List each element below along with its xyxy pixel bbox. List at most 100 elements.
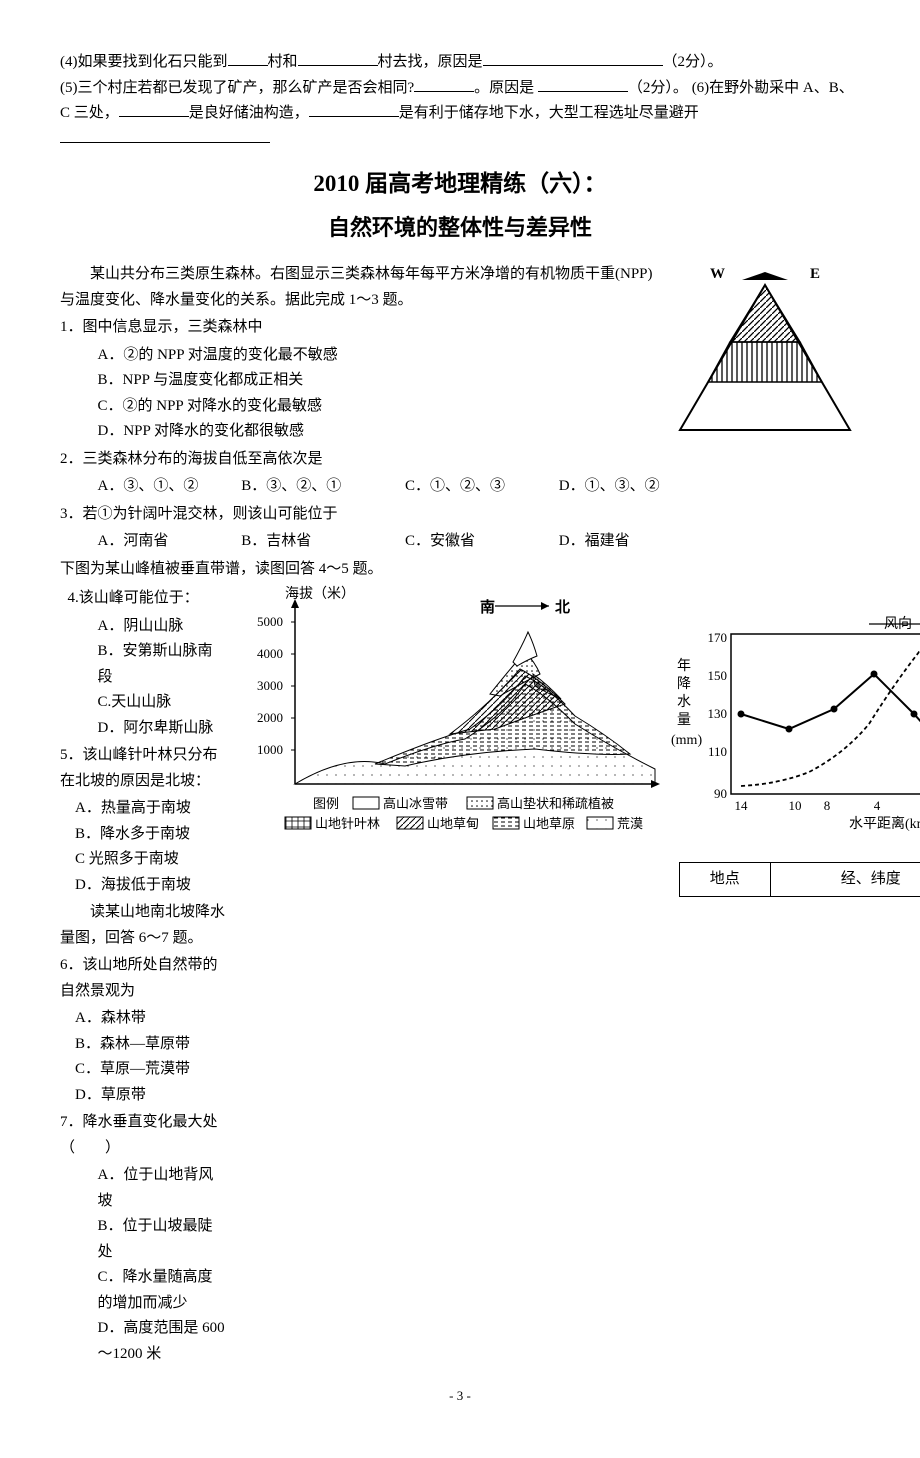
blank bbox=[228, 50, 268, 66]
q4-opt-d: D．阿尔卑斯山脉 bbox=[98, 720, 214, 736]
q-carryover-4: (4)如果要找到化石只能到 村和 村去找，原因是 （2分）。 bbox=[60, 50, 860, 76]
th-location: 地点 bbox=[679, 862, 770, 897]
ytick: 1000 bbox=[257, 742, 283, 757]
q2-opt-c: C．①、②、③ bbox=[405, 474, 555, 500]
text: （2分）。 bbox=[628, 80, 688, 96]
q4-opt-c: C.天山山脉 bbox=[98, 690, 208, 716]
mountain-profile-svg: 海拔（米） 南 北 5000 4000 3000 2000 1000 bbox=[235, 584, 665, 844]
text: (4)如果要找到化石只能到 bbox=[60, 54, 228, 70]
q2-options: A．③、①、② B．③、②、① C．①、②、③ D．①、③、② bbox=[98, 474, 861, 500]
arrow-icon bbox=[541, 602, 549, 610]
tick: 170 bbox=[707, 630, 727, 645]
q3-opt-c: C．安徽省 bbox=[405, 529, 555, 555]
legend-item: 山地针叶林 bbox=[315, 816, 380, 831]
yticks: 5000 4000 3000 2000 1000 bbox=[257, 614, 295, 757]
ytick: 4000 bbox=[257, 646, 283, 661]
ytick: 5000 bbox=[257, 614, 283, 629]
zone-mid bbox=[708, 342, 822, 382]
legend-title: 图例 bbox=[313, 796, 339, 811]
ytick: 2000 bbox=[257, 710, 283, 725]
rain-curve bbox=[741, 674, 920, 776]
q5-row2: C 光照多于南坡 D．海拔低于南坡 bbox=[75, 847, 225, 898]
precip-chart-svg: 风向 年 降 水 量 (mm) 海 拔 高 度 (m) 170 150 bbox=[669, 614, 920, 844]
title-sub: 自然环境的整体性与差异性 bbox=[60, 209, 860, 246]
tick: 130 bbox=[707, 706, 727, 721]
table-row: 地点 经、纬度 海拔高度 bbox=[679, 862, 920, 897]
legend-item: 山地草原 bbox=[523, 816, 575, 831]
char: 年 bbox=[677, 658, 691, 674]
blank bbox=[538, 76, 628, 92]
q6-row2: C．草原—荒漠带 D．草原带 bbox=[75, 1057, 225, 1108]
intro-1: 某山共分布三类原生森林。右图显示三类森林每年每平方米净增的有机物质干重(NPP)… bbox=[60, 262, 660, 313]
q-carryover-5: (5)三个村庄若都已发现了矿产，那么矿产是否会相同?。原因是 （2分）。 (6)… bbox=[60, 76, 860, 153]
q5-opt-a: A．热量高于南坡 bbox=[75, 796, 215, 822]
th-latlon: 经、纬度 bbox=[770, 862, 920, 897]
q3-opt-d: D．福建省 bbox=[559, 529, 630, 555]
q5-row1: A．热量高于南坡 B．降水多于南坡 bbox=[75, 796, 225, 847]
q6-opt-c: C．草原—荒漠带 bbox=[75, 1057, 225, 1083]
coord-table: 地点 经、纬度 海拔高度 bbox=[679, 862, 920, 898]
blank bbox=[309, 101, 399, 117]
text: (5)三个村庄若都已发现了矿产，那么矿产是否会相同? bbox=[60, 80, 414, 96]
q3-opt-b: B．吉林省 bbox=[241, 529, 401, 555]
q7-opt-a: A．位于山地背风坡 bbox=[98, 1163, 226, 1214]
figure-triangle: W E bbox=[670, 260, 860, 450]
q7-opt-c: C．降水量随高度的增加而减少 bbox=[98, 1265, 226, 1316]
ytick: 3000 bbox=[257, 678, 283, 693]
blank bbox=[414, 76, 474, 92]
legend-item: 高山垫状和稀疏植被 bbox=[497, 796, 614, 811]
q2-opt-b: B．③、②、① bbox=[241, 474, 401, 500]
south-label: 南 bbox=[480, 598, 495, 616]
char: 水 bbox=[677, 694, 691, 710]
text: 村和 bbox=[268, 54, 298, 70]
q5-opt-c: C 光照多于南坡 bbox=[75, 847, 215, 873]
q3-options: A．河南省 B．吉林省 C．安徽省 D．福建省 bbox=[98, 529, 861, 555]
zone-top bbox=[730, 285, 800, 342]
y1ticks: 170 150 130 110 90 bbox=[707, 630, 727, 801]
tick: 4 bbox=[874, 798, 881, 813]
tick: 8 bbox=[824, 798, 831, 813]
title-main: 2010 届高考地理精练（六）： bbox=[60, 164, 860, 203]
tick: 90 bbox=[714, 786, 727, 801]
figures-right: 海拔（米） 南 北 5000 4000 3000 2000 1000 bbox=[235, 584, 920, 897]
page-number: - 3 - bbox=[60, 1385, 860, 1407]
legend-item: 荒漠 bbox=[617, 816, 643, 831]
q7-opt-d: D．高度范围是 600～1200 米 bbox=[98, 1316, 226, 1367]
q1-opt-a: A．②的 NPP 对温度的变化最不敏感 bbox=[98, 343, 661, 369]
q1-opt-c: C．②的 NPP 对降水的变化最敏感 bbox=[98, 394, 661, 420]
q4-row1: A．阴山山脉 B．安第斯山脉南段 bbox=[98, 614, 226, 691]
section-q4-7: 4.该山峰可能位于： A．阴山山脉 B．安第斯山脉南段 C.天山山脉 D．阿尔卑… bbox=[60, 584, 860, 1367]
q1-opt-d: D．NPP 对降水的变化都很敏感 bbox=[98, 419, 661, 445]
q6-opt-a: A．森林带 bbox=[75, 1006, 225, 1032]
y1label: 年 降 水 量 (mm) bbox=[671, 658, 702, 748]
q4-row2: C.天山山脉 D．阿尔卑斯山脉 bbox=[98, 690, 226, 741]
text: 是良好储油构造， bbox=[189, 105, 309, 121]
label-w: W bbox=[710, 266, 725, 282]
q1-opt-b: B．NPP 与温度变化都成正相关 bbox=[98, 368, 661, 394]
q4-stem: 4.该山峰可能位于： bbox=[68, 586, 226, 612]
text: 村去找，原因是 bbox=[378, 54, 483, 70]
blank bbox=[298, 50, 378, 66]
q6-opt-b: B．森林—草原带 bbox=[75, 1036, 190, 1052]
q6-stem: 6．该山地所处自然带的自然景观为 bbox=[60, 953, 225, 1004]
xlabel: 水平距离(km) bbox=[849, 815, 920, 832]
q5-opt-b: B．降水多于南坡 bbox=[75, 826, 190, 842]
unit: (mm) bbox=[671, 733, 702, 748]
q7-opt-b: B．位于山坡最陡处 bbox=[98, 1214, 226, 1265]
ylabel: 海拔（米） bbox=[285, 586, 355, 602]
legend-item: 山地草甸 bbox=[427, 816, 479, 831]
tick: 150 bbox=[707, 668, 727, 683]
q6-row1: A．森林带 B．森林—草原带 bbox=[75, 1006, 225, 1057]
q4-opt-a: A．阴山山脉 bbox=[98, 614, 208, 640]
text: （2分）。 bbox=[663, 54, 723, 70]
arrow-icon bbox=[742, 272, 788, 280]
blank bbox=[60, 127, 270, 143]
char: 降 bbox=[677, 676, 691, 692]
legend: 图例 高山冰雪带 高山垫状和稀疏植被 山地针叶林 山地草甸 山地草原 荒漠 bbox=[285, 796, 643, 831]
q1-stem: 1．图中信息显示，三类森林中 bbox=[60, 315, 660, 341]
tick: 10 bbox=[788, 798, 801, 813]
legend-item: 高山冰雪带 bbox=[383, 796, 448, 811]
north-label: 北 bbox=[555, 599, 570, 616]
blank bbox=[483, 50, 663, 66]
tick: 14 bbox=[734, 798, 748, 813]
